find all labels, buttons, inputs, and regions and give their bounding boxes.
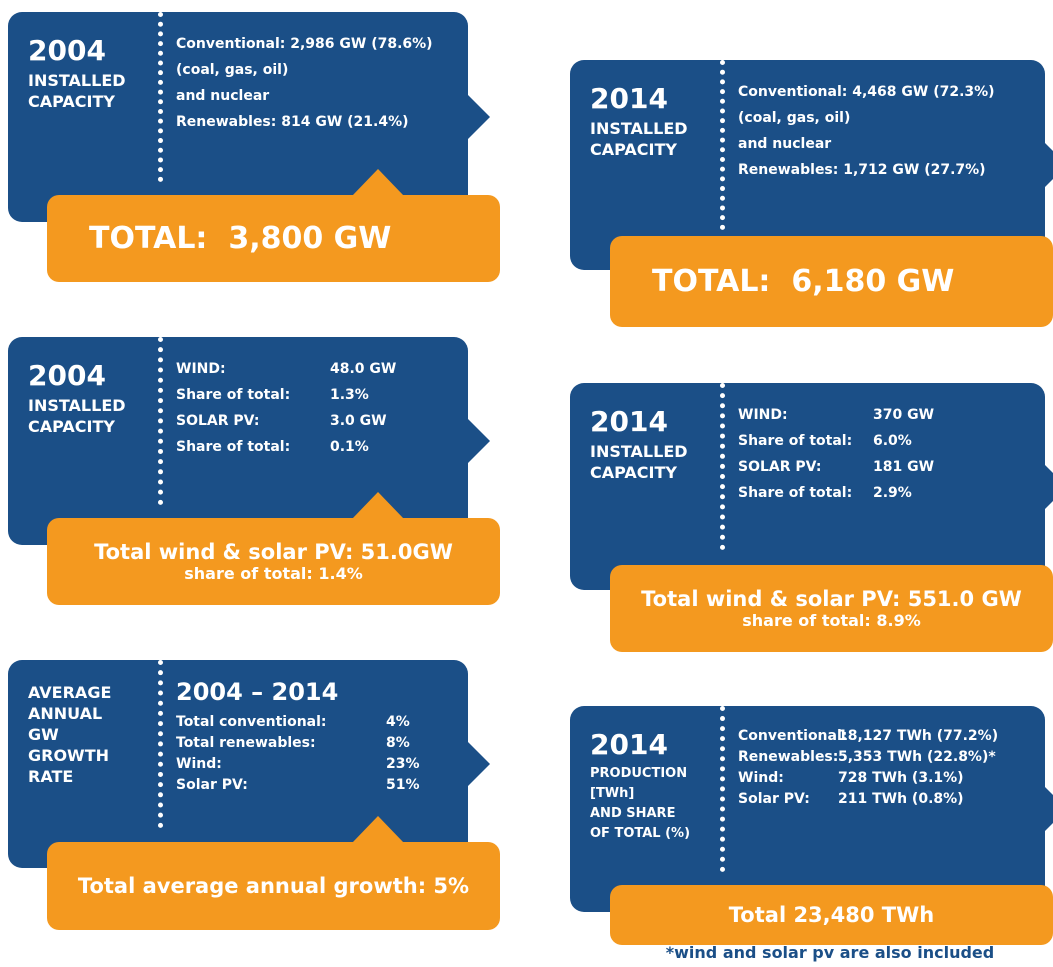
row-text: Wind: — [738, 770, 784, 786]
total-box: Total wind & solar PV: 551.0 GW share of … — [610, 565, 1053, 652]
row-text: 181 GW — [873, 459, 935, 475]
label: INSTALLED — [590, 442, 688, 461]
row-text: Share of total: — [176, 387, 291, 403]
row-text: 370 GW — [873, 407, 935, 423]
total-box: Total average annual growth: 5% — [47, 842, 500, 930]
label: CAPACITY — [590, 463, 677, 482]
total-text: Total 23,480 TWh — [728, 903, 935, 927]
card-box — [570, 383, 1045, 590]
total-text: TOTAL: 6,180 GW — [652, 264, 955, 299]
row-text: Wind: — [176, 756, 222, 772]
row-text: SOLAR PV: — [176, 413, 260, 429]
separator — [720, 383, 725, 550]
total-text: Total average annual growth: 5% — [77, 874, 470, 898]
row-text: 51% — [386, 777, 420, 793]
label: CAPACITY — [28, 417, 115, 436]
heading: 2004 – 2014 — [176, 678, 339, 706]
total-text: Total wind & solar PV: 551.0 GW — [641, 587, 1022, 611]
row-text: Share of total: — [738, 433, 853, 449]
separator — [158, 660, 163, 828]
row-text: 4% — [386, 714, 410, 730]
footnote: *wind and solar pv are also included — [665, 943, 995, 962]
label: [TWh] — [590, 786, 635, 801]
total-subline: share of total: 1.4% — [184, 564, 363, 583]
row-text: Total conventional: — [176, 714, 327, 730]
row-text: 1.3% — [330, 387, 369, 403]
row-text: Conventional: 2,986 GW (78.6%) — [176, 36, 433, 52]
label: INSTALLED — [28, 396, 126, 415]
total-box: Total 23,480 TWh — [610, 885, 1053, 945]
year: 2004 — [28, 34, 106, 67]
row-text: 2.9% — [873, 485, 912, 501]
label: AND SHARE — [590, 806, 676, 821]
row-text: WIND: — [738, 407, 788, 423]
separator — [158, 337, 163, 505]
arrow — [468, 95, 490, 139]
row-text: SOLAR PV: — [738, 459, 822, 475]
total-text: Total wind & solar PV: 51.0GW — [94, 540, 453, 564]
row-text: 6.0% — [873, 433, 912, 449]
row-text: Renewables: 814 GW (21.4%) — [176, 114, 409, 130]
row-text: 23% — [386, 756, 420, 772]
label: OF TOTAL (%) — [590, 826, 691, 841]
row-text: Renewables: — [738, 749, 839, 765]
row-text: Solar PV: — [176, 777, 248, 793]
row-text: (coal, gas, oil) — [738, 110, 851, 126]
row-text: (coal, gas, oil) — [176, 62, 289, 78]
year: 2014 — [590, 405, 668, 438]
row-text: Share of total: — [738, 485, 853, 501]
total-box: TOTAL: 3,800 GW — [47, 195, 500, 282]
notch — [352, 169, 404, 196]
row-text: Renewables: 1,712 GW (27.7%) — [738, 162, 986, 178]
label: GROWTH — [28, 746, 110, 765]
label: PRODUCTION — [590, 766, 688, 781]
card-box — [570, 706, 1045, 912]
row-text: 3.0 GW — [330, 413, 387, 429]
year: 2004 — [28, 359, 106, 392]
year: 2014 — [590, 728, 668, 761]
row-text: Share of total: — [176, 439, 291, 455]
row-text: Conventional: — [738, 728, 848, 744]
notch — [352, 816, 404, 843]
total-subline: share of total: 8.9% — [742, 611, 921, 630]
row-text: 8% — [386, 735, 410, 751]
separator — [720, 60, 725, 230]
arrow — [468, 742, 490, 786]
row-text: and nuclear — [738, 136, 832, 152]
label: INSTALLED — [590, 119, 688, 138]
row-text: 728 TWh (3.1%) — [838, 770, 964, 786]
notch — [352, 492, 404, 519]
total-box: Total wind & solar PV: 51.0GW share of to… — [47, 518, 500, 605]
separator — [158, 12, 163, 182]
arrow — [1045, 464, 1053, 509]
label: CAPACITY — [590, 140, 677, 159]
label: CAPACITY — [28, 92, 115, 111]
card-box — [570, 60, 1045, 270]
row-text: Total renewables: — [176, 735, 316, 751]
label: RATE — [28, 767, 74, 786]
arrow — [468, 419, 490, 463]
separator — [720, 706, 725, 872]
row-text: WIND: — [176, 361, 226, 377]
row-text: 211 TWh (0.8%) — [838, 791, 964, 807]
total-text: TOTAL: 3,800 GW — [89, 221, 392, 256]
row-text: 0.1% — [330, 439, 369, 455]
row-text: 48.0 GW — [330, 361, 397, 377]
arrow — [1045, 143, 1053, 187]
total-box: TOTAL: 6,180 GW — [610, 236, 1053, 327]
row-text: Solar PV: — [738, 791, 810, 807]
row-text: 18,127 TWh (77.2%) — [838, 728, 999, 744]
arrow — [1045, 787, 1053, 831]
row-text: Conventional: 4,468 GW (72.3%) — [738, 84, 995, 100]
label: ANNUAL — [28, 704, 103, 723]
row-text: 5,353 TWh (22.8%)* — [838, 749, 996, 765]
year: 2014 — [590, 82, 668, 115]
label: AVERAGE — [28, 683, 112, 702]
label: GW — [28, 725, 59, 744]
row-text: and nuclear — [176, 88, 270, 104]
label: INSTALLED — [28, 71, 126, 90]
